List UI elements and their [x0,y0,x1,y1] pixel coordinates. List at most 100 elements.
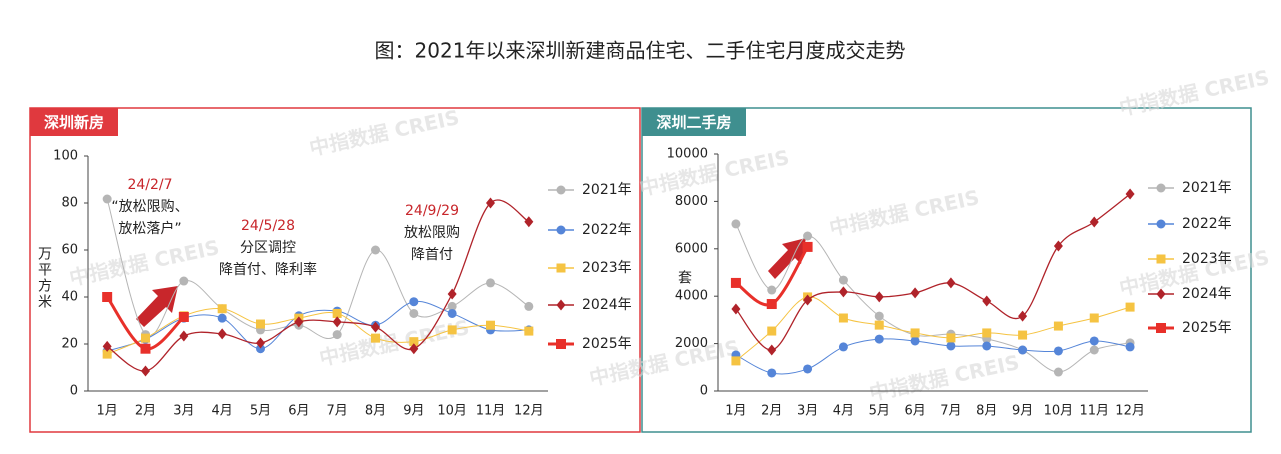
point [486,278,495,288]
point [803,294,813,306]
point [447,301,457,311]
point [874,311,884,321]
point [447,288,457,300]
legend-marker [556,263,566,273]
point [524,326,534,336]
point [910,287,920,299]
trend-arrow [136,286,178,327]
y-tick-label: 0 [700,384,708,399]
point [294,316,304,328]
x-tick-label: 8月 [365,404,386,419]
annotation-text: “放松限购、 [111,199,188,215]
y-tick-label: 80 [61,196,78,211]
point [838,342,848,352]
point [371,321,380,333]
legend-marker [1156,183,1166,193]
legend-marker [1156,219,1166,229]
point [102,349,112,359]
panel-label-bg [30,108,118,136]
panel-frame [641,107,1252,433]
y-tick-label: 60 [61,243,78,258]
x-tick-label: 7月 [940,404,961,419]
x-tick-label: 12月 [514,404,544,419]
x-tick-label: 12月 [1115,404,1145,419]
y-tick-label: 100 [53,149,78,164]
point [838,275,848,285]
point [141,333,150,343]
point [1089,216,1099,228]
x-tick-label: 8月 [976,404,997,419]
y-tick-label: 4000 [675,289,708,304]
point [946,341,956,351]
watermark: 中指数据 CREIS [827,185,981,240]
watermark: 中指数据 CREIS [1117,65,1271,120]
legend-marker [1156,254,1166,264]
point [982,341,992,351]
point [524,216,534,228]
x-tick-label: 9月 [1012,404,1033,419]
x-tick-label: 2月 [135,404,156,419]
x-tick-label: 10月 [437,404,467,419]
point [910,336,920,346]
annotation-text: 放松落户” [118,220,181,237]
point [1125,302,1135,312]
legend-marker [556,339,566,349]
legend-marker [1156,288,1166,300]
legend-label: 2024年 [1182,286,1232,302]
legend-label: 2022年 [1182,216,1232,232]
trend-arrow [768,238,806,279]
point [1089,345,1099,355]
point [982,295,992,307]
point [1089,313,1099,323]
point [332,330,342,340]
y-tick-label: 0 [70,384,78,399]
point [409,308,419,318]
legend-marker [556,185,566,195]
point [141,365,150,377]
x-tick-label: 1月 [725,404,746,419]
point [803,231,813,241]
watermark: 中指数据 CREIS [637,145,791,200]
legend-label: 2023年 [582,260,632,276]
point [409,297,419,307]
point [102,194,112,204]
annotation-date: 24/9/29 [405,203,459,219]
point [409,343,419,355]
y-tick-label: 10000 [667,147,708,162]
point [803,364,813,374]
point [874,334,884,344]
panel-label: 深圳新房 [44,114,104,132]
point [874,320,884,330]
x-tick-label: 6月 [904,404,925,419]
point [731,219,741,229]
annotation-text: 降首付、降利率 [219,261,317,278]
point [766,299,777,310]
point [217,304,227,314]
annotation-text: 放松限购 [404,225,460,241]
page-title: 图：2021年以来深圳新建商品住宅、二手住宅月度成交走势 [375,39,906,63]
point [1089,336,1099,346]
point [802,241,813,252]
x-tick-label: 3月 [173,404,194,419]
point [767,344,777,356]
point [838,286,848,298]
x-tick-label: 7月 [327,404,348,419]
x-tick-label: 10月 [1044,404,1074,419]
y-axis-label: 套 [676,270,692,286]
y-tick-label: 8000 [675,194,708,209]
point [256,319,265,329]
legend-label: 2021年 [1182,180,1232,196]
x-tick-label: 11月 [1079,404,1109,419]
panel-frame [29,107,641,433]
x-tick-label: 6月 [288,404,309,419]
legend-label: 2021年 [582,182,632,198]
x-tick-label: 1月 [97,404,118,419]
point [447,325,457,335]
point [767,368,777,378]
y-axis-label: 万平方米 [36,246,52,310]
legend-label: 2025年 [1182,320,1232,336]
x-tick-label: 2月 [761,404,782,419]
watermark: 中指数据 CREIS [307,105,461,160]
point [730,277,741,288]
